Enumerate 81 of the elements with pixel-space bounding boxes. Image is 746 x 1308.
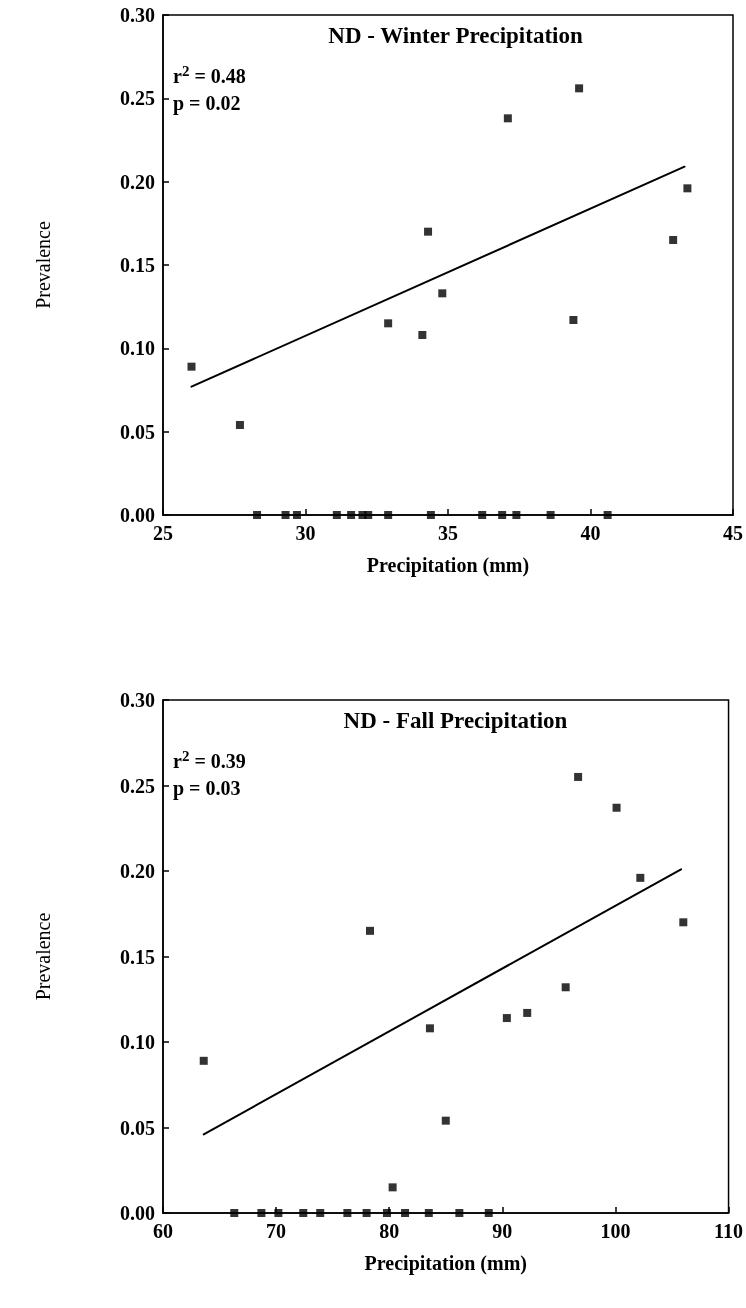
point [364, 511, 373, 519]
point [332, 511, 341, 519]
point [401, 1209, 410, 1217]
point [253, 511, 262, 519]
x-tick-label: 45 [723, 522, 743, 544]
point [425, 1024, 434, 1033]
point [498, 511, 507, 519]
point [418, 331, 427, 339]
point [455, 1209, 464, 1217]
point [365, 926, 374, 935]
point [603, 511, 612, 519]
point [426, 511, 435, 519]
point [512, 511, 521, 519]
y-tick-label: 0.25 [120, 774, 155, 797]
y-tick-label: 0.20 [120, 170, 155, 193]
y-tick-label: 0.00 [120, 504, 155, 526]
point [362, 1209, 371, 1217]
chart-title: ND - Winter Precipitation [328, 23, 583, 48]
x-axis-title: Precipitation (mm) [366, 554, 530, 577]
y-tick-label: 0.15 [120, 945, 155, 968]
x-tick-label: 30 [295, 522, 316, 544]
y-tick-label: 0.10 [120, 337, 155, 360]
x-tick-label: 110 [714, 1220, 743, 1242]
y-tick-label: 0.30 [120, 4, 155, 26]
x-tick-label: 80 [379, 1220, 400, 1242]
point [316, 1209, 325, 1217]
y-tick-label: 0.05 [120, 1116, 155, 1139]
x-tick-label: 100 [600, 1220, 631, 1242]
point [274, 1209, 283, 1217]
point [574, 772, 583, 781]
annotation: p = 0.03 [173, 777, 241, 800]
point [546, 511, 555, 519]
point [441, 1116, 450, 1125]
x-tick-label: 90 [492, 1220, 513, 1242]
point [343, 1209, 352, 1217]
point [503, 114, 512, 123]
x-tick-label: 70 [266, 1220, 287, 1242]
point [561, 983, 570, 992]
point [502, 1014, 511, 1023]
point [281, 511, 290, 519]
point [299, 1209, 308, 1217]
point [388, 1183, 397, 1192]
point [569, 316, 578, 324]
point [669, 236, 678, 244]
point [612, 803, 621, 812]
point [187, 362, 196, 371]
point [679, 918, 688, 927]
point [384, 511, 393, 519]
point [347, 511, 356, 519]
point [438, 289, 447, 298]
y-axis-title: Prevalence [32, 912, 54, 1001]
point [384, 319, 393, 328]
y-tick-label: 0.20 [120, 860, 155, 882]
annotation: p = 0.02 [173, 92, 241, 115]
y-tick-label: 0.00 [120, 1202, 155, 1224]
x-tick-label: 25 [153, 522, 173, 544]
x-axis-title: Precipitation (mm) [364, 1252, 527, 1275]
chart-title: ND - Fall Precipitation [343, 708, 568, 733]
x-tick-label: 60 [153, 1220, 173, 1242]
y-tick-label: 0.15 [120, 254, 155, 276]
y-tick-label: 0.05 [120, 420, 155, 443]
y-tick-label: 0.30 [120, 689, 155, 711]
x-tick-label: 35 [438, 522, 458, 544]
y-tick-label: 0.25 [120, 87, 155, 110]
point [230, 1209, 239, 1217]
point [683, 184, 692, 193]
point [575, 84, 584, 93]
point [424, 1209, 433, 1217]
x-tick-label: 40 [580, 522, 601, 544]
point [523, 1008, 532, 1017]
point [382, 1209, 391, 1217]
point [257, 1209, 266, 1217]
point [484, 1209, 493, 1217]
point [199, 1056, 208, 1065]
point [424, 227, 433, 236]
point [292, 511, 301, 519]
point [235, 421, 244, 429]
y-tick-label: 0.10 [120, 1031, 155, 1053]
point [636, 873, 645, 882]
y-axis-title: Prevalence [32, 221, 54, 309]
point [478, 511, 487, 519]
